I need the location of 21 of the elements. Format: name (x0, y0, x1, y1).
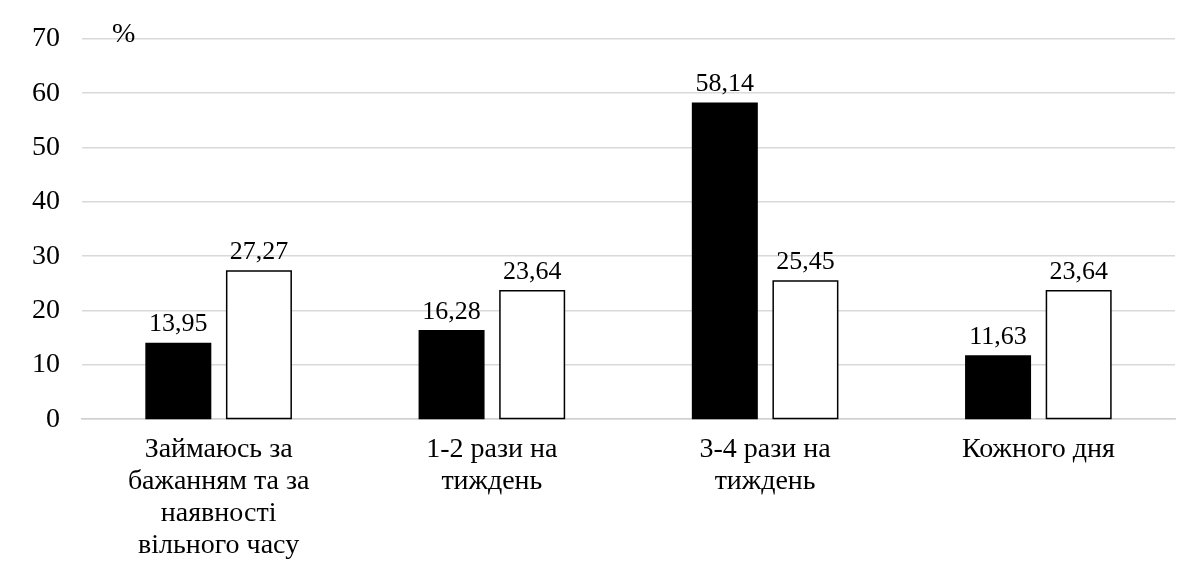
y-tick-label: 70 (32, 21, 60, 53)
data-label: 27,27 (229, 235, 289, 265)
y-tick-label: 0 (46, 401, 60, 433)
data-label: 16,28 (422, 295, 481, 325)
data-label: 23,64 (1049, 255, 1108, 285)
x-tick-label: Займаюсь за бажанням та за наявності вільного часу (127, 431, 310, 560)
y-tick-label: 60 (32, 75, 60, 107)
data-label: 13,95 (149, 308, 208, 338)
data-label: 11,63 (969, 320, 1027, 350)
y-tick-label: 40 (32, 184, 60, 216)
data-label: 25,45 (776, 245, 835, 275)
y-axis-title: % (112, 17, 136, 49)
x-tick-label: 1-2 рази на тиждень (426, 431, 559, 495)
data-label: 23,64 (502, 255, 562, 285)
y-tick-label: 10 (32, 347, 60, 379)
x-tick-label: Кожного дня (961, 431, 1115, 463)
x-tick-label: 3-4 рази на тиждень (699, 431, 832, 495)
data-label: 58,14 (695, 68, 755, 98)
y-tick-label: 50 (32, 129, 60, 161)
y-tick-label: 30 (32, 238, 60, 270)
y-tick-label: 20 (32, 292, 60, 324)
